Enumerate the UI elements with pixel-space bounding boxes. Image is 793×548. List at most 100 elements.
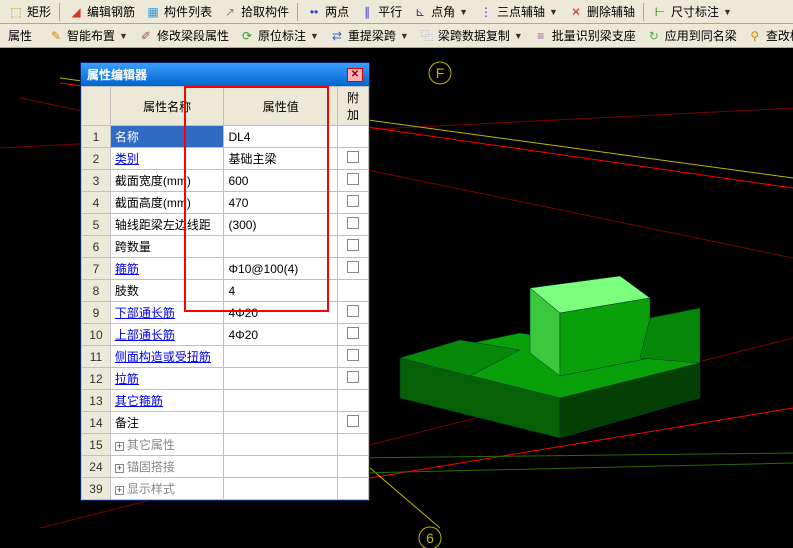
table-row[interactable]: 10上部通长筋4Φ20 (82, 324, 369, 346)
prop-name-cell[interactable]: 肢数 (110, 280, 224, 302)
toolbar-button[interactable]: ≡批量识别梁支座 (529, 26, 640, 45)
toolbar-button[interactable]: 属性 (4, 26, 36, 45)
prop-name-cell[interactable]: 截面高度(mm) (110, 192, 224, 214)
prop-extra-cell[interactable] (338, 478, 369, 500)
prop-extra-cell[interactable] (338, 170, 369, 192)
toolbar-button[interactable]: ⊾点角▼ (408, 2, 472, 21)
toolbar-button[interactable]: ∥平行 (355, 2, 406, 21)
toolbar-button[interactable]: ⿻梁跨数据复制▼ (415, 26, 527, 45)
toolbar-button[interactable]: ⇄重提梁跨▼ (325, 26, 413, 45)
toolbar-button[interactable]: ◢编辑钢筋 (64, 2, 139, 21)
prop-value-cell[interactable] (224, 390, 338, 412)
checkbox[interactable] (347, 305, 359, 317)
prop-value-cell[interactable] (224, 346, 338, 368)
table-row[interactable]: 6跨数量 (82, 236, 369, 258)
prop-name-cell[interactable]: 侧面构造或受扭筋 (110, 346, 224, 368)
prop-extra-cell[interactable] (338, 236, 369, 258)
checkbox[interactable] (347, 173, 359, 185)
prop-value-cell[interactable]: 470 (224, 192, 338, 214)
prop-value-cell[interactable] (224, 412, 338, 434)
prop-value-cell[interactable] (224, 236, 338, 258)
prop-value-cell[interactable]: Φ10@100(4) (224, 258, 338, 280)
prop-name-cell[interactable]: 上部通长筋 (110, 324, 224, 346)
prop-value-cell[interactable] (224, 456, 338, 478)
prop-name-cell[interactable]: 箍筋 (110, 258, 224, 280)
table-row[interactable]: 1名称DL4 (82, 126, 369, 148)
prop-name-link[interactable]: 侧面构造或受扭筋 (115, 350, 211, 364)
checkbox[interactable] (347, 195, 359, 207)
prop-extra-cell[interactable] (338, 280, 369, 302)
prop-extra-cell[interactable] (338, 126, 369, 148)
checkbox[interactable] (347, 239, 359, 251)
checkbox[interactable] (347, 327, 359, 339)
prop-name-link[interactable]: 箍筋 (115, 262, 139, 276)
prop-value-cell[interactable]: 600 (224, 170, 338, 192)
prop-value-cell[interactable]: 4 (224, 280, 338, 302)
expand-icon[interactable]: + (115, 486, 124, 495)
prop-extra-cell[interactable] (338, 412, 369, 434)
expand-icon[interactable]: + (115, 464, 124, 473)
prop-value-cell[interactable] (224, 478, 338, 500)
prop-extra-cell[interactable] (338, 148, 369, 170)
prop-name-link[interactable]: 下部通长筋 (115, 306, 175, 320)
prop-value-cell[interactable] (224, 434, 338, 456)
table-row[interactable]: 39+显示样式 (82, 478, 369, 500)
table-row[interactable]: 12拉筋 (82, 368, 369, 390)
table-row[interactable]: 24+锚固搭接 (82, 456, 369, 478)
table-row[interactable]: 14备注 (82, 412, 369, 434)
prop-extra-cell[interactable] (338, 434, 369, 456)
prop-extra-cell[interactable] (338, 456, 369, 478)
table-row[interactable]: 4截面高度(mm)470 (82, 192, 369, 214)
checkbox[interactable] (347, 217, 359, 229)
prop-value-cell[interactable]: 基础主梁 (224, 148, 338, 170)
prop-extra-cell[interactable] (338, 258, 369, 280)
prop-name-link[interactable]: 其它箍筋 (115, 394, 163, 408)
prop-name-cell[interactable]: 轴线距梁左边线距 (110, 214, 224, 236)
prop-name-cell[interactable]: 下部通长筋 (110, 302, 224, 324)
prop-extra-cell[interactable] (338, 214, 369, 236)
header-extra[interactable]: 附加 (338, 87, 369, 126)
toolbar-button[interactable]: ✕删除辅轴 (564, 2, 639, 21)
prop-name-cell[interactable]: 拉筋 (110, 368, 224, 390)
close-icon[interactable]: ✕ (347, 68, 363, 82)
toolbar-button[interactable]: ✎智能布置▼ (44, 26, 132, 45)
toolbar-button[interactable]: ↻应用到同名梁 (642, 26, 741, 45)
prop-value-cell[interactable]: 4Φ20 (224, 324, 338, 346)
prop-extra-cell[interactable] (338, 390, 369, 412)
prop-name-link[interactable]: 上部通长筋 (115, 328, 175, 342)
header-name[interactable]: 属性名称 (110, 87, 224, 126)
toolbar-button[interactable]: ✐修改梁段属性 (134, 26, 233, 45)
toolbar-button[interactable]: ⟳原位标注▼ (235, 26, 323, 45)
toolbar-button[interactable]: ↗拾取构件 (218, 2, 293, 21)
table-row[interactable]: 3截面宽度(mm)600 (82, 170, 369, 192)
prop-extra-cell[interactable] (338, 368, 369, 390)
prop-extra-cell[interactable] (338, 324, 369, 346)
prop-name-cell[interactable]: 类别 (110, 148, 224, 170)
checkbox[interactable] (347, 151, 359, 163)
prop-name-cell[interactable]: 其它箍筋 (110, 390, 224, 412)
prop-value-cell[interactable]: DL4 (224, 126, 338, 148)
prop-name-cell[interactable]: 跨数量 (110, 236, 224, 258)
table-row[interactable]: 5轴线距梁左边线距(300) (82, 214, 369, 236)
checkbox[interactable] (347, 349, 359, 361)
toolbar-button[interactable]: ⬚矩形 (4, 2, 55, 21)
toolbar-button[interactable]: ••两点 (302, 2, 353, 21)
prop-value-cell[interactable]: (300) (224, 214, 338, 236)
prop-extra-cell[interactable] (338, 346, 369, 368)
prop-extra-cell[interactable] (338, 192, 369, 214)
table-row[interactable]: 15+其它属性 (82, 434, 369, 456)
prop-name-cell[interactable]: 截面宽度(mm) (110, 170, 224, 192)
table-row[interactable]: 8肢数4 (82, 280, 369, 302)
table-row[interactable]: 13其它箍筋 (82, 390, 369, 412)
expand-icon[interactable]: + (115, 442, 124, 451)
prop-name-link[interactable]: 拉筋 (115, 372, 139, 386)
dialog-titlebar[interactable]: 属性编辑器 ✕ (81, 63, 369, 86)
checkbox[interactable] (347, 415, 359, 427)
prop-name-cell[interactable]: 备注 (110, 412, 224, 434)
prop-value-cell[interactable] (224, 368, 338, 390)
prop-name-cell[interactable]: +其它属性 (110, 434, 224, 456)
header-value[interactable]: 属性值 (224, 87, 338, 126)
prop-value-cell[interactable]: 4Φ20 (224, 302, 338, 324)
checkbox[interactable] (347, 261, 359, 273)
table-row[interactable]: 7箍筋Φ10@100(4) (82, 258, 369, 280)
